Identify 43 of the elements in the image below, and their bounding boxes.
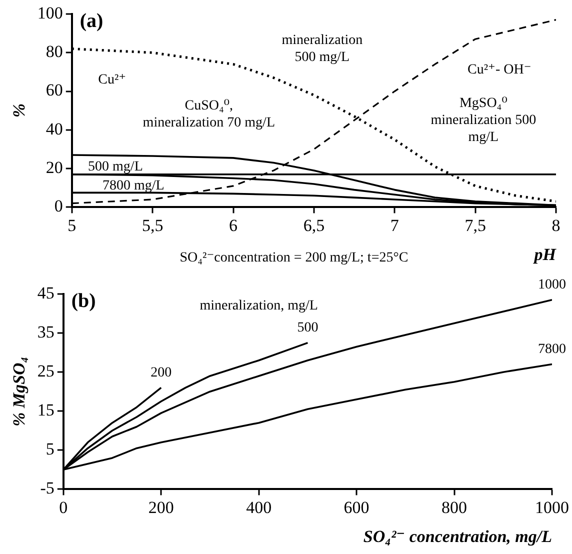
y-axis-title: % (10, 104, 29, 118)
y-tick-label: 100 (37, 3, 63, 22)
x-axis-title: SO₄²⁻ concentration, mg/L (363, 527, 552, 546)
x-tick-label: 5,5 (142, 216, 164, 235)
series-label: 500 (297, 320, 318, 336)
annotation: CuSO₄⁰, mineralization 70 mg/L (142, 98, 275, 131)
x-tick-label: 800 (442, 498, 468, 517)
series-label: 200 (150, 365, 172, 380)
x-tick-label: 7 (390, 216, 400, 235)
annotation: MgSO₄⁰ mineralization 500 mg/L (430, 96, 536, 145)
annotation: 500 mg/L (88, 159, 143, 174)
x-tick-label: 7,5 (464, 216, 486, 235)
y-tick-label: 35 (37, 322, 54, 342)
text: SO₄²⁻concentration = 200 mg/L; t=25°C (180, 250, 408, 266)
x-tick-label: 8 (552, 216, 560, 235)
x-tick-label: 5 (68, 216, 76, 235)
x-tick-label: 600 (344, 498, 370, 517)
annotation: 7800 mg/L (102, 178, 164, 194)
x-tick-label: 400 (246, 498, 272, 517)
y-tick-label: 80 (46, 42, 63, 62)
x-axis-title: pH (532, 245, 557, 264)
annotation: mineralization 500 mg/L (282, 32, 363, 65)
annotation: Cu²⁺- OH⁻ (468, 62, 532, 78)
y-tick-label: 60 (46, 80, 63, 100)
y-tick-label: 20 (46, 158, 63, 178)
y-tick-label: 5 (46, 440, 54, 459)
series-label: 7800 (538, 342, 566, 357)
y-tick-label: 15 (37, 400, 54, 420)
y-axis-title: % MgSO₄ (10, 356, 29, 426)
x-tick-label: 6 (229, 216, 238, 235)
x-tick-label: 200 (148, 498, 174, 517)
y-tick-label: 0 (54, 196, 63, 216)
x-tick-label: 6,5 (303, 216, 325, 235)
y-tick-label: -5 (40, 478, 54, 498)
y-tick-label: 45 (37, 283, 54, 302)
y-tick-label: 25 (37, 362, 54, 381)
y-tick-label: 40 (46, 119, 63, 138)
annotation: Cu²⁺ (98, 72, 126, 88)
chart-title: (a) (80, 10, 104, 32)
annotation: mineralization, mg/L (200, 298, 318, 314)
x-tick-label: 1000 (535, 498, 569, 517)
chart-title: (b) (71, 290, 96, 312)
series-label: 1000 (538, 278, 566, 293)
